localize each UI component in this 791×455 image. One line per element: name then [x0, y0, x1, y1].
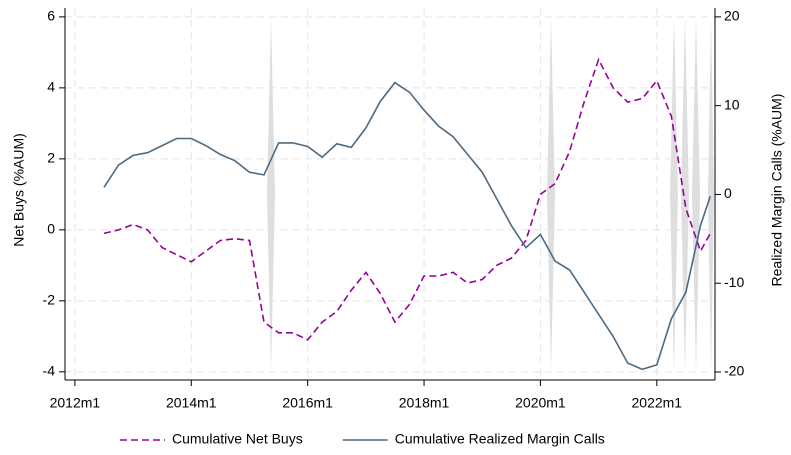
y-tick-label: -2 — [43, 292, 56, 308]
shade — [692, 17, 700, 372]
shade — [670, 17, 678, 372]
x-tick-label: 2016m1 — [282, 395, 333, 411]
y-tick-label: 0 — [47, 221, 55, 237]
legend-label: Cumulative Net Buys — [172, 431, 303, 447]
shade — [681, 17, 689, 372]
y-axis-title: Net Buys (%AUM) — [11, 133, 27, 247]
y2-tick-label: -20 — [724, 363, 744, 379]
x-tick-label: 2012m1 — [50, 395, 101, 411]
legend-label: Cumulative Realized Margin Calls — [395, 431, 605, 447]
y2-tick-label: 10 — [724, 96, 740, 112]
y2-tick-label: 0 — [724, 185, 732, 201]
y-tick-label: -4 — [43, 363, 56, 379]
x-tick-label: 2018m1 — [399, 395, 450, 411]
shaded-periods — [267, 17, 714, 372]
shade — [547, 17, 555, 372]
y2-tick-label: -10 — [724, 274, 744, 290]
x-tick-label: 2022m1 — [632, 395, 683, 411]
y-tick-label: 4 — [47, 79, 55, 95]
y2-tick-label: 20 — [724, 8, 740, 24]
shade — [708, 17, 714, 372]
y2-axis-title: Realized Margin Calls (%AUM) — [769, 94, 785, 287]
y-tick-label: 6 — [47, 8, 55, 24]
x-tick-label: 2014m1 — [166, 395, 217, 411]
x-tick-label: 2020m1 — [515, 395, 566, 411]
shade — [267, 17, 275, 372]
y-tick-label: 2 — [47, 150, 55, 166]
line — [103, 57, 711, 341]
line — [103, 81, 712, 371]
